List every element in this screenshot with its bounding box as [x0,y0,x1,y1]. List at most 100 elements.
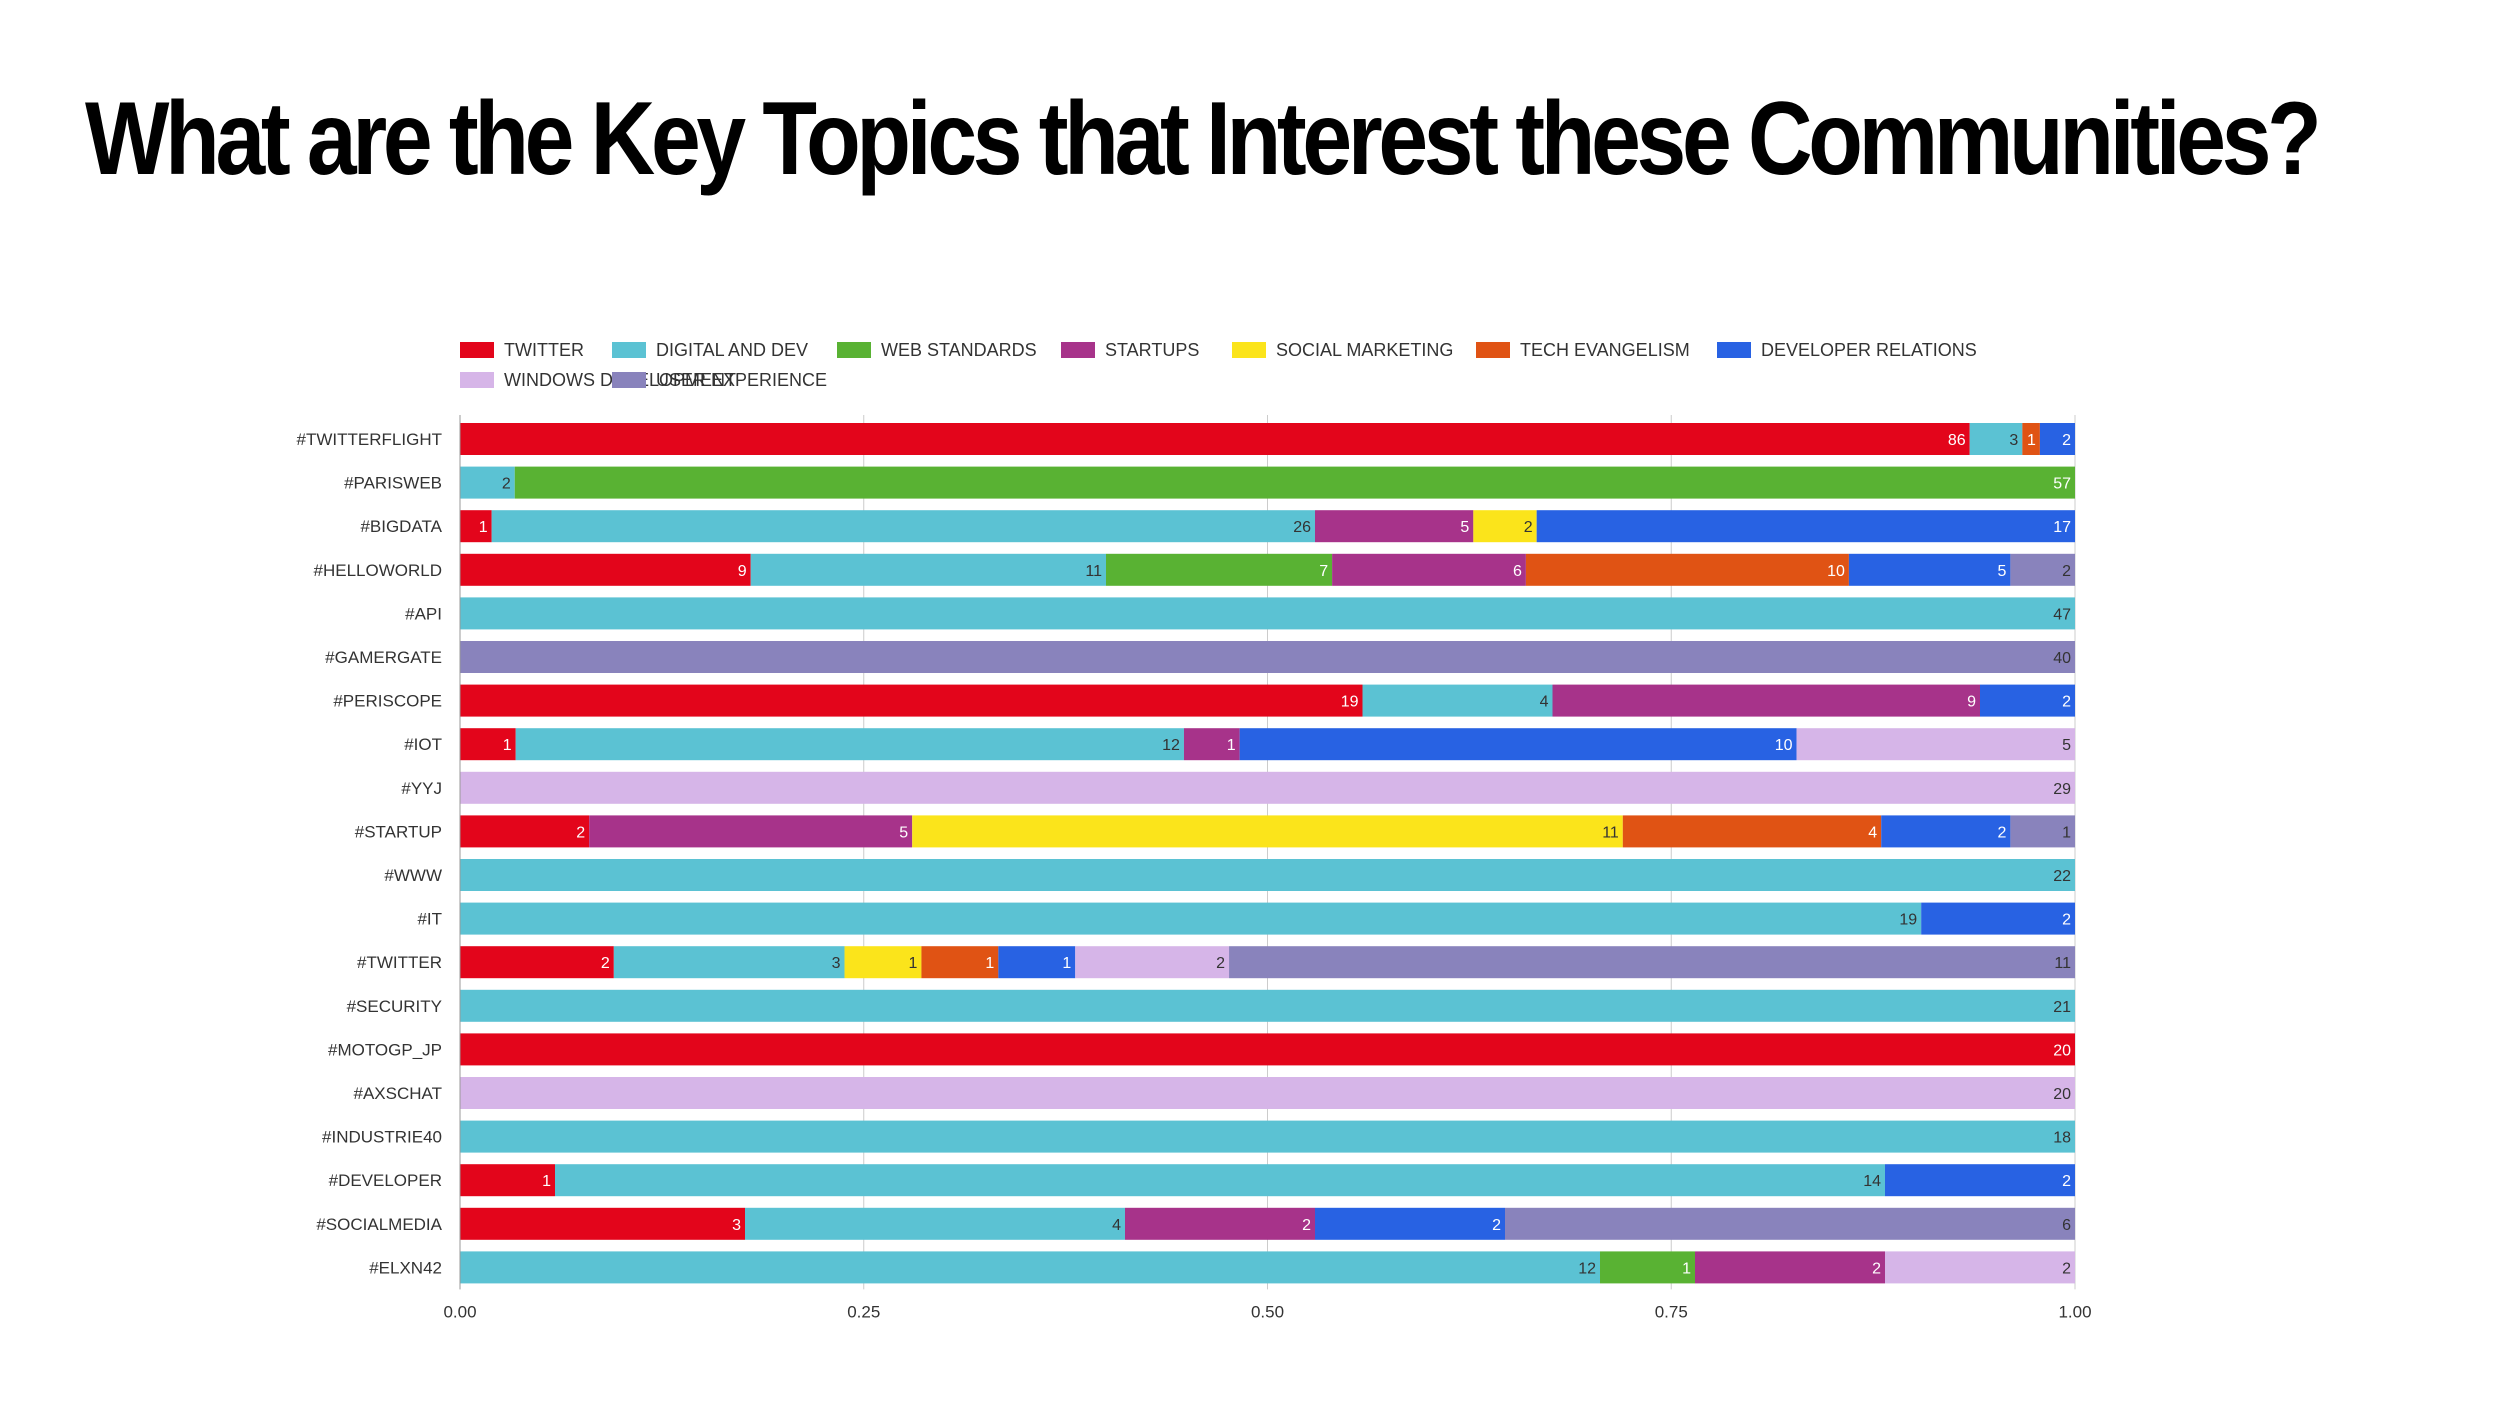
y-label-periscope: #PERISCOPE [333,692,442,711]
value-label-twitterflight-tech-evangelism: 1 [2027,432,2036,449]
legend-label-startups: STARTUPS [1105,340,1199,360]
legend-label-digital-and-dev: DIGITAL AND DEV [656,340,808,360]
legend-swatch-developer-relations [1717,342,1751,358]
value-label-startup-user-experience: 1 [2062,824,2071,841]
value-label-it-digital-and-dev: 19 [1899,912,1917,929]
bar-helloworld-twitter [460,553,751,586]
value-label-elxn42-digital-and-dev: 12 [1578,1260,1596,1277]
x-tick-label: 0.00 [443,1302,476,1321]
value-label-www-digital-and-dev: 22 [2053,868,2071,885]
bar-bigdata-digital-and-dev [491,510,1316,543]
y-label-twitter: #TWITTER [357,953,442,972]
bar-it-digital-and-dev [460,902,1922,935]
legend-label-developer-relations: DEVELOPER RELATIONS [1761,340,1977,360]
bar-startup-tech-evangelism [1622,815,1882,848]
bar-yyj-windows-development [460,771,2075,804]
bar-socialmedia-twitter [460,1207,745,1240]
value-label-twitter-developer-relations: 1 [1062,955,1071,972]
bar-helloworld-user-experience [2010,553,2075,586]
bar-iot-developer-relations [1239,728,1797,761]
bar-helloworld-digital-and-dev [750,553,1106,586]
bar-startup-startups [589,815,913,848]
legend-swatch-web-standards [837,342,871,358]
y-label-yyj: #YYJ [401,779,442,798]
bar-gamergate-user-experience [460,641,2075,673]
bar-axschat-windows-development [460,1077,2075,1109]
bar-periscope-developer-relations [1980,684,2075,717]
value-label-yyj-windows-development: 29 [2053,781,2071,798]
page-title: What are the Key Topics that Interest th… [85,81,2322,197]
bar-twitter-user-experience [1229,946,2075,979]
bar-startup-social-marketing [912,815,1623,848]
value-label-helloworld-digital-and-dev: 11 [1085,563,1102,580]
value-label-industrie40-digital-and-dev: 18 [2053,1130,2071,1147]
legend-swatch-social-marketing [1232,342,1266,358]
value-label-twitterflight-developer-relations: 2 [2062,432,2071,449]
value-label-api-digital-and-dev: 47 [2053,606,2071,623]
bar-motogp-jp-twitter [460,1033,2075,1066]
value-label-bigdata-startups: 5 [1460,519,1469,536]
legend-swatch-twitter [460,342,494,358]
bar-twitter-twitter [460,946,614,979]
bar-socialmedia-startups [1125,1207,1315,1240]
value-label-startup-developer-relations: 2 [1997,824,2006,841]
y-label-socialmedia: #SOCIALMEDIA [316,1215,442,1234]
bar-startup-user-experience [2010,815,2075,848]
value-label-periscope-digital-and-dev: 4 [1540,694,1549,711]
bar-twitter-digital-and-dev [613,946,845,979]
value-label-twitter-digital-and-dev: 3 [832,955,841,972]
legend-swatch-windows-development [460,372,494,388]
bar-bigdata-developer-relations [1536,510,2075,543]
value-label-helloworld-tech-evangelism: 10 [1827,563,1845,580]
value-label-startup-twitter: 2 [576,824,585,841]
bar-iot-startups [1183,728,1240,761]
legend-label-twitter: TWITTER [504,340,584,360]
value-label-bigdata-twitter: 1 [479,519,488,536]
bar-socialmedia-user-experience [1505,1207,2075,1240]
bar-socialmedia-digital-and-dev [745,1207,1125,1240]
bar-parisweb-digital-and-dev [460,466,515,499]
y-label-elxn42: #ELXN42 [369,1258,442,1277]
value-label-twitterflight-digital-and-dev: 3 [2009,432,2018,449]
legend-swatch-user-experience [612,372,646,388]
value-label-socialmedia-developer-relations: 2 [1492,1217,1501,1234]
value-label-periscope-twitter: 19 [1341,694,1359,711]
value-label-it-developer-relations: 2 [2062,912,2071,929]
value-label-twitterflight-twitter: 86 [1948,432,1966,449]
value-label-elxn42-web-standards: 1 [1682,1260,1691,1277]
y-label-industrie40: #INDUSTRIE40 [322,1128,442,1147]
value-label-gamergate-user-experience: 40 [2053,650,2071,667]
value-label-twitter-windows-development: 2 [1216,955,1225,972]
bar-twitter-developer-relations [998,946,1076,979]
legend-label-social-marketing: SOCIAL MARKETING [1276,340,1453,360]
value-label-socialmedia-digital-and-dev: 4 [1112,1217,1121,1234]
value-label-socialmedia-twitter: 3 [732,1217,741,1234]
legend-label-user-experience: USER EXPERIENCE [656,370,827,390]
value-label-twitter-tech-evangelism: 1 [985,955,994,972]
value-label-iot-developer-relations: 10 [1775,737,1793,754]
value-label-security-digital-and-dev: 21 [2053,999,2071,1016]
bars [460,423,2075,1284]
y-label-motogp-jp: #MOTOGP_JP [328,1040,442,1059]
legend-swatch-startups [1061,342,1095,358]
bar-startup-developer-relations [1881,815,2011,848]
bar-api-digital-and-dev [460,597,2075,630]
legend: TWITTER DIGITAL AND DEV WEB STANDARDS START… [460,340,1977,390]
y-label-www: #WWW [384,866,442,885]
bar-socialmedia-developer-relations [1315,1207,1505,1240]
bar-helloworld-developer-relations [1848,553,2011,586]
bar-developer-digital-and-dev [555,1164,1885,1197]
value-label-parisweb-digital-and-dev: 2 [502,476,511,493]
bar-twitterflight-developer-relations [2039,423,2075,455]
value-label-axschat-windows-development: 20 [2053,1086,2071,1103]
value-label-twitter-twitter: 2 [601,955,610,972]
value-label-parisweb-web-standards: 57 [2053,476,2071,493]
y-label-gamergate: #GAMERGATE [325,648,442,667]
value-label-iot-windows-development: 5 [2062,737,2071,754]
value-label-bigdata-developer-relations: 17 [2053,519,2071,536]
value-label-bigdata-digital-and-dev: 26 [1293,519,1311,536]
legend-swatch-digital-and-dev [612,342,646,358]
value-label-elxn42-startups: 2 [1872,1260,1881,1277]
bar-elxn42-web-standards [1600,1251,1695,1284]
